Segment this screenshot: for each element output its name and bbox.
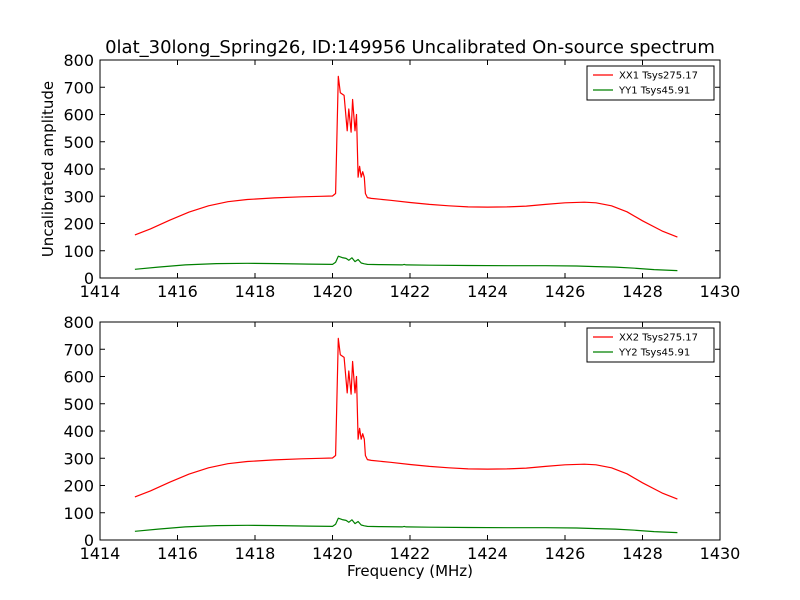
x-tick-label: 1424: [467, 544, 508, 563]
y-tick-label: 600: [63, 106, 94, 125]
y-tick-label: 300: [63, 449, 94, 468]
y-tick-label: 800: [63, 51, 94, 70]
y-tick-label: 700: [63, 78, 94, 97]
x-tick-label: 1430: [700, 282, 741, 301]
legend: XX1 Tsys275.17 YY1 Tsys45.91: [586, 65, 715, 101]
x-tick-label: 1420: [312, 282, 353, 301]
subplot-1: 1414 1416 1418 1420 1422 1424 1426 1428 1430 0 100…: [39, 51, 740, 301]
legend-box: [586, 327, 715, 363]
series-line-1: [134, 337, 678, 500]
y-tick-label: 500: [63, 395, 94, 414]
x-tick-label: 1428: [622, 282, 663, 301]
legend: XX2 Tsys275.17 YY2 Tsys45.91: [586, 327, 715, 363]
x-tick-label: 1416: [157, 544, 198, 563]
x-tick-label: 1418: [235, 544, 276, 563]
x-tick-label: 1422: [390, 282, 431, 301]
legend-box: [586, 65, 715, 101]
y-tick-label: 200: [63, 477, 94, 496]
y-tick-label: 600: [63, 368, 94, 387]
x-tick-label: 1420: [312, 544, 353, 563]
legend-label: YY2 Tsys45.91: [618, 348, 690, 359]
y-tick-label: 200: [63, 215, 94, 234]
x-tick-label: 1414: [80, 282, 121, 301]
x-tick-label: 1416: [157, 282, 198, 301]
legend-label: YY1 Tsys45.91: [618, 86, 690, 97]
y-tick-label: 100: [63, 504, 94, 523]
x-tick-label: 1430: [700, 544, 741, 563]
series-line-1: [134, 75, 678, 238]
y-tick-label: 400: [63, 422, 94, 441]
x-tick-label: 1418: [235, 282, 276, 301]
y-tick-label: 100: [63, 242, 94, 261]
y-tick-label: 300: [63, 187, 94, 206]
y-axis-label: Uncalibrated amplitude: [39, 81, 57, 257]
y-tick-label: 0: [84, 531, 94, 550]
series-line-2: [134, 517, 678, 534]
chart-title: 0lat_30long_Spring26, ID:149956 Uncalibr…: [105, 37, 715, 58]
x-tick-label: 1428: [622, 544, 663, 563]
x-tick-label: 1414: [80, 544, 121, 563]
legend-label: XX2 Tsys275.17: [619, 333, 698, 344]
series-line-2: [134, 255, 678, 272]
x-tick-label: 1426: [545, 282, 586, 301]
y-tick-label: 800: [63, 313, 94, 332]
x-tick-label: 1422: [390, 544, 431, 563]
y-tick-label: 700: [63, 340, 94, 359]
y-tick-label: 0: [84, 269, 94, 288]
subplot-2: 1414 1416 1418 1420 1422 1424 1426 1428 1430 0 100…: [63, 313, 740, 580]
y-tick-label: 400: [63, 160, 94, 179]
x-axis-label: Frequency (MHz): [347, 562, 473, 580]
legend-label: XX1 Tsys275.17: [619, 71, 698, 82]
x-tick-label: 1424: [467, 282, 508, 301]
y-tick-label: 500: [63, 133, 94, 152]
x-tick-label: 1426: [545, 544, 586, 563]
